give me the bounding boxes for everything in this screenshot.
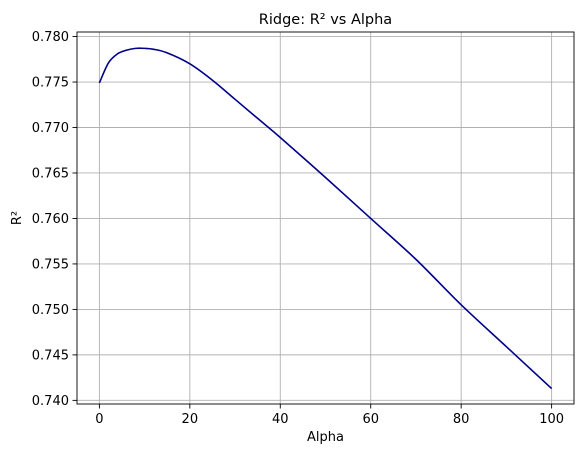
y-tick-label: 0.780: [32, 30, 69, 45]
x-axis-label: Alpha: [307, 430, 344, 445]
y-tick-label: 0.765: [32, 166, 69, 181]
x-tick-label: 0: [95, 412, 103, 427]
y-tick-label: 0.745: [32, 348, 69, 363]
y-tick-label: 0.760: [32, 212, 69, 227]
x-axis-ticks: 0 20 40 60 80 100: [95, 404, 564, 427]
y-tick-label: 0.770: [32, 121, 69, 136]
x-tick-label: 80: [453, 412, 470, 427]
chart-title: Ridge: R² vs Alpha: [259, 12, 392, 28]
x-tick-label: 20: [182, 412, 199, 427]
y-tick-label: 0.775: [32, 76, 69, 91]
x-tick-label: 40: [272, 412, 289, 427]
x-tick-label: 100: [539, 412, 564, 427]
series-line: [98, 47, 553, 390]
y-axis-ticks: 0.740 0.745 0.750 0.755 0.760 0.765 0.770 0.775…: [32, 30, 77, 409]
x-tick-label: 60: [362, 412, 379, 427]
y-axis-label: R²: [10, 211, 25, 225]
y-tick-label: 0.755: [32, 257, 69, 272]
y-tick-label: 0.740: [32, 394, 69, 409]
y-tick-label: 0.750: [32, 303, 69, 318]
grid: [77, 32, 574, 404]
plot-frame: [76, 31, 575, 405]
